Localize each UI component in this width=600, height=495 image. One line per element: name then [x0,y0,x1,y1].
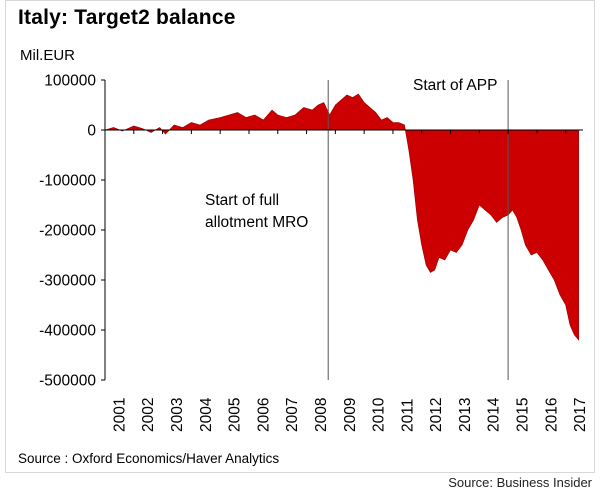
x-tick-label: 2011 [399,399,416,432]
x-tick-label: 2017 [572,397,589,431]
x-tick-label: 2001 [111,398,128,432]
x-tick-label: 2013 [457,397,474,431]
x-tick-label: 2005 [227,398,244,432]
chart-title: Italy: Target2 balance [18,6,236,29]
y-tick-label: 100000 [44,73,96,90]
y-tick-label: -400000 [39,323,96,340]
x-tick-label: 2012 [428,397,445,431]
annotation-mro-line2: allotment MRO [205,214,308,231]
area-fill [104,93,579,341]
credit-note: Source: Business Insider [448,475,592,490]
y-tick-label: -200000 [39,223,96,240]
y-axis-unit-label: Mil.EUR [20,47,75,64]
x-tick-label: 2002 [140,398,157,432]
x-tick-label: 2016 [543,397,560,431]
axes: 100000 0 -100000 -200000 -300000 -400000 -5000… [39,73,589,433]
x-tick-label: 2006 [255,398,272,432]
annotation-app: Start of APP [413,77,497,94]
x-tick-label: 2009 [342,398,359,432]
x-tick-label: 2008 [313,398,330,432]
chart-frame [5,0,595,473]
source-note: Source : Oxford Economics/Haver Analytic… [18,451,280,466]
x-tick-label: 2014 [486,397,503,432]
annotation-mro-line1: Start of full [205,192,279,209]
y-tick-label: -100000 [39,173,96,190]
x-tick-label: 2004 [198,397,215,432]
y-tick-label: -300000 [39,273,96,290]
x-tick-label: 2003 [169,398,186,432]
y-tick-label: 0 [87,123,96,140]
x-tick-label: 2007 [284,398,301,432]
area-series [104,93,579,341]
x-tick-label: 2010 [371,397,388,432]
y-tick-label: -500000 [39,373,96,390]
x-tick-label: 2015 [515,397,532,431]
